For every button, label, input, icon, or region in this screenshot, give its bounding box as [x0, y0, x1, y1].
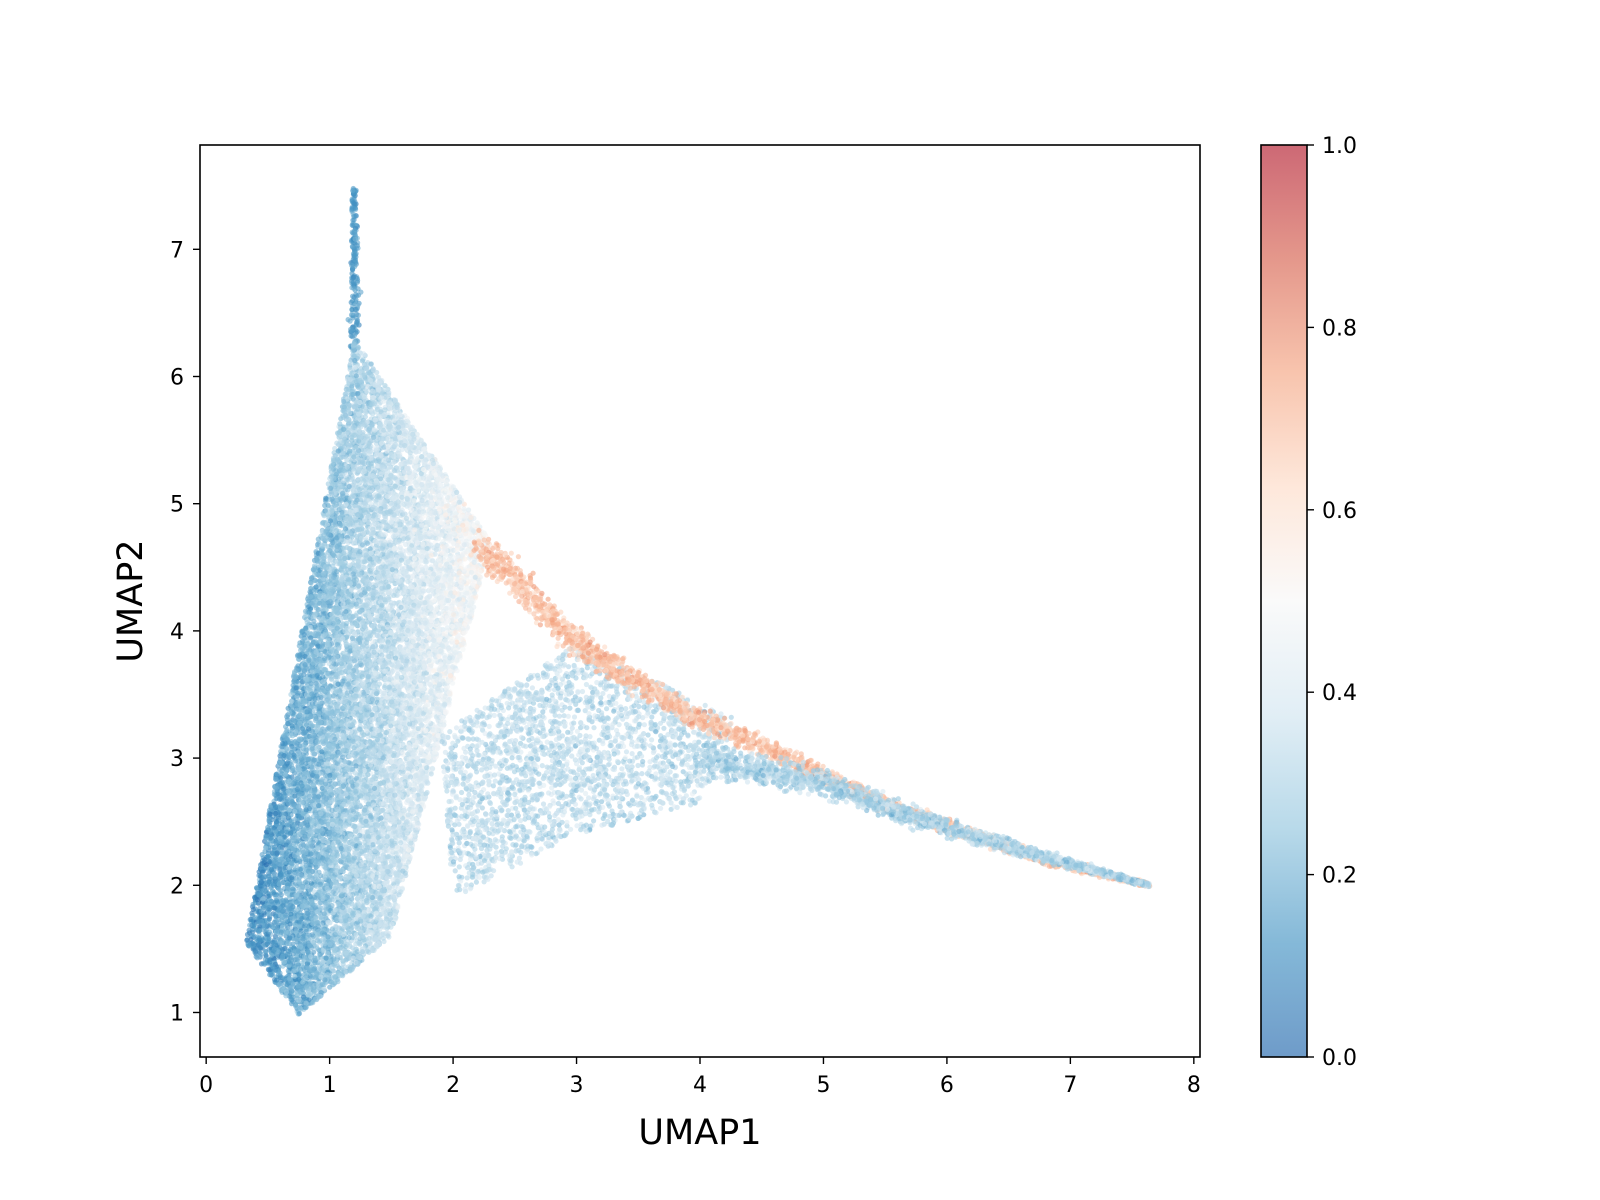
scatter-point: [349, 222, 355, 228]
scatter-point: [353, 307, 360, 313]
scatter-point: [350, 200, 356, 206]
scatter-point: [355, 286, 361, 292]
scatter-point: [351, 228, 357, 234]
scatter-points: [244, 185, 1153, 1017]
scatter-point: [349, 307, 355, 313]
scatter-point: [354, 243, 360, 249]
scatter-point: [350, 251, 357, 257]
scatter-point: [350, 188, 356, 194]
scatter-point: [349, 262, 355, 268]
scatter-point: [355, 278, 361, 284]
scatter-point: [355, 302, 361, 308]
scatter-point: [351, 274, 357, 280]
scatter-point: [345, 317, 351, 323]
scatter-point: [349, 326, 355, 332]
scatter-point: [351, 333, 357, 339]
scatter-point: [351, 285, 357, 291]
scatter-point: [349, 207, 355, 213]
scatter-point: [353, 321, 359, 327]
scatter-point: [351, 213, 357, 219]
scatter-point: [352, 257, 358, 263]
scatter-point: [304, 619, 310, 626]
scatter-point: [352, 236, 358, 242]
scatter-point: [350, 281, 356, 287]
scatter-point: [352, 247, 358, 253]
scatter-point: [349, 298, 356, 304]
scatter-point: [355, 312, 361, 318]
